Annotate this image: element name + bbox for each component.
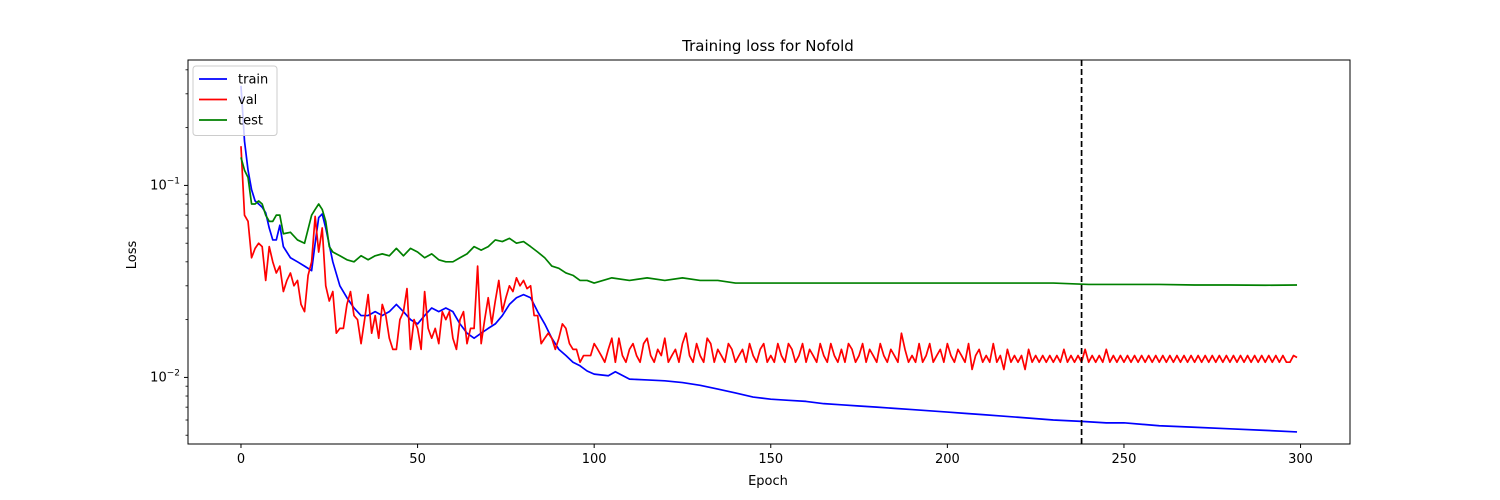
plot-area: [187, 59, 1351, 445]
x-axis-title: Epoch: [748, 474, 788, 489]
y-axis-title: Loss: [125, 241, 140, 270]
legend-label-val: val: [238, 93, 257, 108]
chart-title: Training loss for Nofold: [681, 37, 854, 55]
x-axis: 0 50 100 150 200 250 300: [237, 444, 1313, 467]
series-line-val: [240, 146, 1298, 371]
x-tick-label: 100: [582, 452, 607, 467]
y-axis: 10−1 10−2: [150, 69, 188, 436]
series-line-test: [240, 157, 1298, 287]
legend-label-train: train: [238, 73, 268, 88]
y-tick-label: 10−1: [150, 176, 180, 193]
y-tick-label: 10−2: [150, 368, 180, 385]
series-line-train: [240, 85, 1298, 433]
x-tick-label: 150: [758, 452, 783, 467]
legend: train val test: [192, 65, 278, 136]
x-tick-label: 300: [1288, 452, 1313, 467]
x-tick-label: 200: [935, 452, 960, 467]
x-tick-label: 0: [237, 452, 245, 467]
x-tick-label: 250: [1112, 452, 1137, 467]
legend-label-test: test: [238, 114, 263, 129]
plot-frame: [187, 59, 1351, 445]
x-tick-label: 50: [409, 452, 426, 467]
legend-box: [192, 65, 278, 136]
